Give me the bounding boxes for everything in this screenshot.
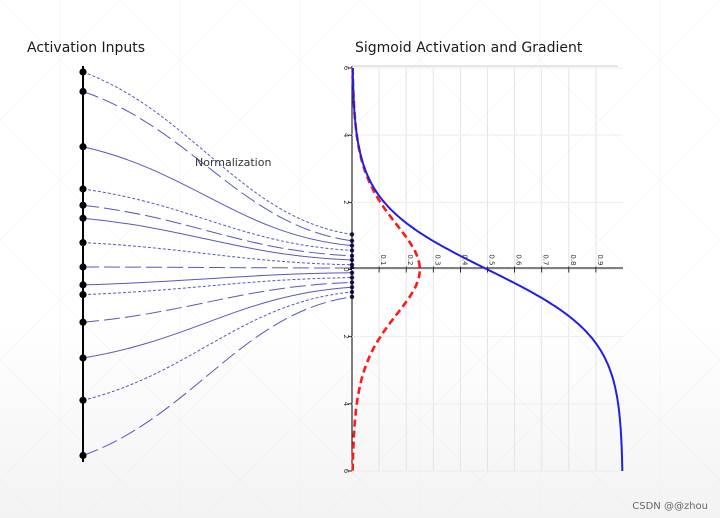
connection-line [82,291,353,401]
input-dot [79,214,87,222]
sigmoid-chart: 0.1 0.2 0.3 0.4 0.5 0.6 0.7 0.8 0.9 6 4 2 0 2 4 6 [342,65,624,474]
y-tick-label: 0.8 [569,254,577,265]
connection-line [82,188,353,251]
input-dot [79,263,87,271]
normalization-lines [82,71,353,456]
input-dot [79,291,87,299]
x-tick-label: 0 [342,267,350,271]
connection-line [82,242,353,266]
input-dot [79,354,87,362]
input-dot [79,87,87,96]
chart-title: Sigmoid Activation and Gradient [355,40,583,56]
input-dot [79,239,87,247]
connection-line [82,272,353,286]
connection-line [82,281,353,323]
y-tick-label: 0.9 [596,254,604,265]
connection-line [82,296,353,456]
input-dots [79,68,87,460]
input-dot [79,201,87,209]
input-dot [79,396,87,404]
connection-line [82,71,353,235]
connection-line [82,286,353,359]
input-dot [79,451,87,460]
y-tick-label: 0.2 [406,254,414,265]
chart-ticks: 0.1 0.2 0.3 0.4 0.5 0.6 0.7 0.8 0.9 6 4 2 0 2 4 6 [342,66,604,474]
x-tick-label: 6 [342,66,350,71]
y-tick-label: 0.1 [379,254,387,265]
connection-line [82,204,353,257]
left-title: Activation Inputs [27,40,145,56]
connection-line [82,266,353,269]
connection-line [82,217,353,261]
input-dot [79,68,87,76]
input-dot [79,281,87,289]
y-tick-label: 0.4 [460,254,468,266]
x-tick-label: 6 [342,469,350,474]
x-tick-label: 4 [342,133,350,138]
connection-line [82,91,353,242]
sigmoid-series [351,68,624,471]
input-dot [79,318,87,326]
y-tick-label: 0.7 [542,254,550,265]
connection-line [82,277,353,296]
watermark: CSDN @@zhou [632,501,708,512]
input-dot [79,143,87,151]
input-dot [79,185,87,193]
normalization-label: Normalization [195,156,271,169]
x-tick-label: 2 [342,200,350,204]
chart-grid [352,67,623,472]
y-tick-label: 0.5 [488,254,496,265]
y-tick-label: 0.6 [515,254,523,266]
x-tick-label: 2 [342,334,350,338]
connection-line [82,146,353,247]
x-tick-label: 4 [342,402,350,407]
y-tick-label: 0.3 [433,254,441,265]
